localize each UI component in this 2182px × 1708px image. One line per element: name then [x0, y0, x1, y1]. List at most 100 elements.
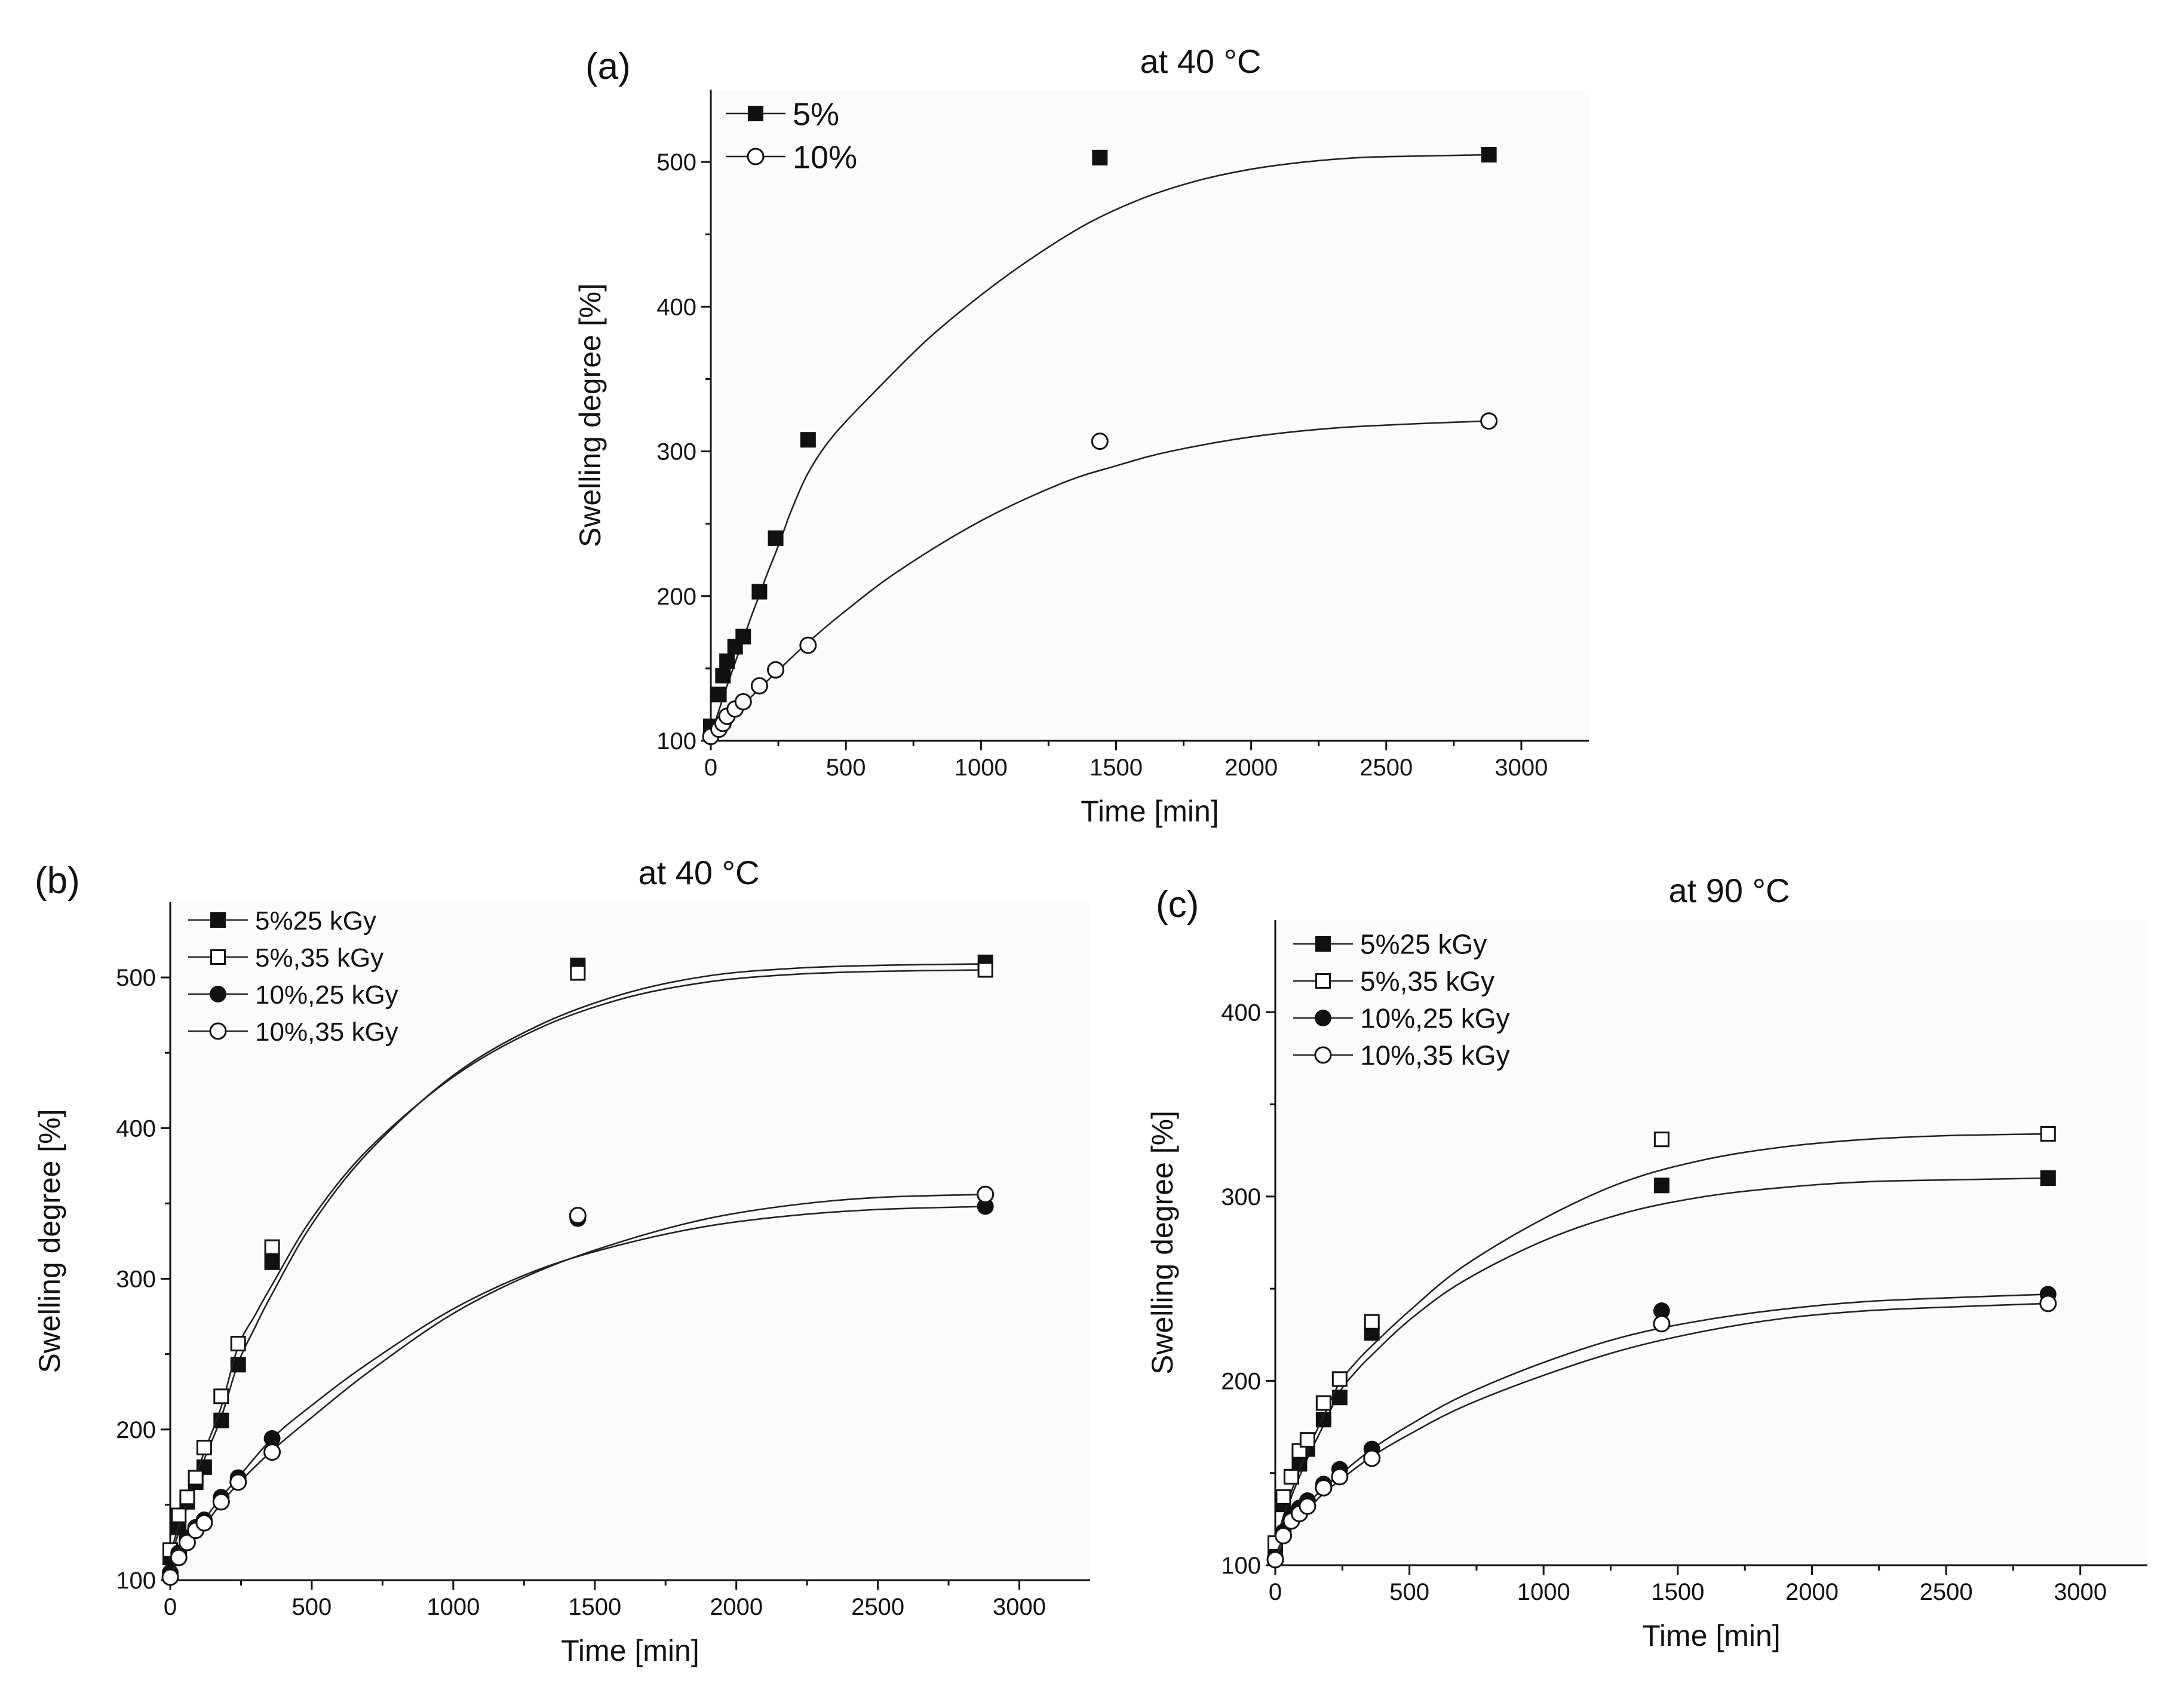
x-tick-label: 2000	[1785, 1579, 1839, 1605]
x-tick-label: 1500	[568, 1594, 621, 1620]
data-point	[195, 1514, 213, 1532]
x-axis-label: Time [min]	[1642, 1619, 1781, 1652]
chart-title: at 90 °C	[1669, 872, 1790, 909]
data-point	[711, 686, 727, 703]
legend-marker	[1315, 973, 1331, 989]
y-axis-label: Swelling degree [%]	[33, 1109, 66, 1373]
data-point	[1653, 1177, 1670, 1194]
data-point	[212, 1493, 230, 1511]
data-point	[569, 1207, 587, 1225]
data-point	[767, 661, 785, 679]
x-tick-label: 500	[1389, 1579, 1429, 1605]
legend-item: 10%,35 kGy	[1293, 1040, 1510, 1071]
x-tick-label: 3000	[993, 1594, 1046, 1620]
data-point	[213, 1388, 229, 1405]
legend-label: 10%,35 kGy	[1360, 1040, 1510, 1071]
data-point	[2040, 1126, 2056, 1142]
y-tick-label: 400	[656, 294, 696, 320]
x-tick-label: 500	[826, 755, 866, 781]
legend-marker	[748, 106, 763, 121]
y-tick-label: 400	[1221, 999, 1261, 1026]
data-point	[715, 668, 731, 683]
data-point	[196, 1440, 212, 1456]
panel-label: (c)	[1156, 884, 1199, 925]
x-tick-label: 1000	[955, 755, 1008, 781]
data-point	[1481, 147, 1497, 162]
y-tick-label: 500	[116, 965, 156, 991]
chart-panel-a: 0 500 1000 1500 2000 2500 3000 100 200 300 400 500 T…	[573, 42, 1589, 828]
data-point	[171, 1507, 187, 1523]
data-point	[1275, 1489, 1291, 1505]
legend-item: 5%25 kGy	[1293, 929, 1487, 960]
data-point	[1299, 1497, 1316, 1515]
data-point	[750, 677, 768, 695]
data-point	[161, 1568, 179, 1586]
series-10%,35 kGy	[161, 1185, 995, 1586]
series-10%,35 kGy	[1266, 1295, 2057, 1569]
legend-label: 10%,25 kGy	[255, 980, 398, 1010]
y-tick-label: 300	[656, 439, 696, 465]
y-tick-label: 100	[116, 1568, 156, 1594]
data-point	[1299, 1432, 1315, 1448]
x-axis-label: Time [min]	[1081, 795, 1219, 828]
data-point	[719, 653, 735, 669]
data-point	[264, 1254, 280, 1270]
legend-label: 5%	[793, 96, 839, 132]
y-axis-label: Swelling degree [%]	[1146, 1111, 1179, 1375]
legend-marker	[210, 949, 226, 965]
legend-item: 5%,35 kGy	[1293, 966, 1494, 997]
series-5%,35 kGy	[1268, 1126, 2056, 1551]
x-tick-label: 1000	[426, 1594, 480, 1620]
legend-marker	[1315, 936, 1331, 952]
panel-label: (a)	[585, 46, 631, 87]
fit-curve	[710, 154, 1489, 735]
data-point	[1653, 1315, 1671, 1333]
legend-label: 5%,35 kGy	[1360, 966, 1494, 997]
x-tick-label: 3000	[2054, 1579, 2107, 1605]
x-tick-label: 3000	[1494, 755, 1548, 781]
x-tick-label: 0	[1269, 1579, 1282, 1605]
legend-marker	[747, 148, 765, 165]
panel-label: (b)	[35, 860, 80, 901]
data-point	[1364, 1314, 1380, 1330]
series-10%	[702, 412, 1498, 746]
data-point	[1283, 1468, 1299, 1485]
data-point	[1091, 433, 1109, 450]
plot-area	[170, 902, 1090, 1580]
x-tick-label: 1500	[1090, 755, 1143, 781]
legend-item: 5%	[726, 96, 839, 132]
y-tick-label: 300	[1221, 1184, 1261, 1210]
legend-item: 10%,35 kGy	[188, 1017, 398, 1047]
fit-curve	[169, 969, 986, 1553]
legend-item: 5%25 kGy	[188, 906, 376, 936]
x-tick-label: 500	[292, 1594, 332, 1620]
data-point	[179, 1489, 195, 1505]
x-tick-label: 2000	[1225, 755, 1278, 781]
legend-item: 10%	[726, 139, 857, 175]
data-point	[799, 636, 817, 654]
legend-marker	[1315, 1010, 1331, 1026]
legend-marker	[210, 912, 226, 928]
data-point	[229, 1473, 247, 1491]
data-point	[263, 1430, 281, 1447]
legend-label: 10%,35 kGy	[255, 1017, 398, 1047]
legend-label: 5%25 kGy	[1360, 929, 1487, 960]
legend-label: 5%,35 kGy	[255, 943, 383, 973]
legend-label: 10%,25 kGy	[1360, 1003, 1510, 1034]
data-point	[263, 1443, 281, 1461]
data-point	[1274, 1527, 1292, 1545]
x-tick-label: 2500	[851, 1594, 904, 1620]
x-tick-label: 2000	[710, 1594, 763, 1620]
data-point	[2039, 1295, 2057, 1313]
data-point	[1315, 1479, 1333, 1497]
y-tick-label: 200	[116, 1417, 156, 1443]
data-point	[977, 1185, 995, 1203]
data-point	[1363, 1449, 1381, 1467]
data-point	[264, 1239, 280, 1255]
data-point	[751, 584, 768, 600]
data-point	[170, 1548, 188, 1566]
data-point	[1653, 1131, 1670, 1148]
x-tick-label: 1000	[1517, 1579, 1570, 1605]
y-tick-label: 100	[1221, 1553, 1261, 1579]
